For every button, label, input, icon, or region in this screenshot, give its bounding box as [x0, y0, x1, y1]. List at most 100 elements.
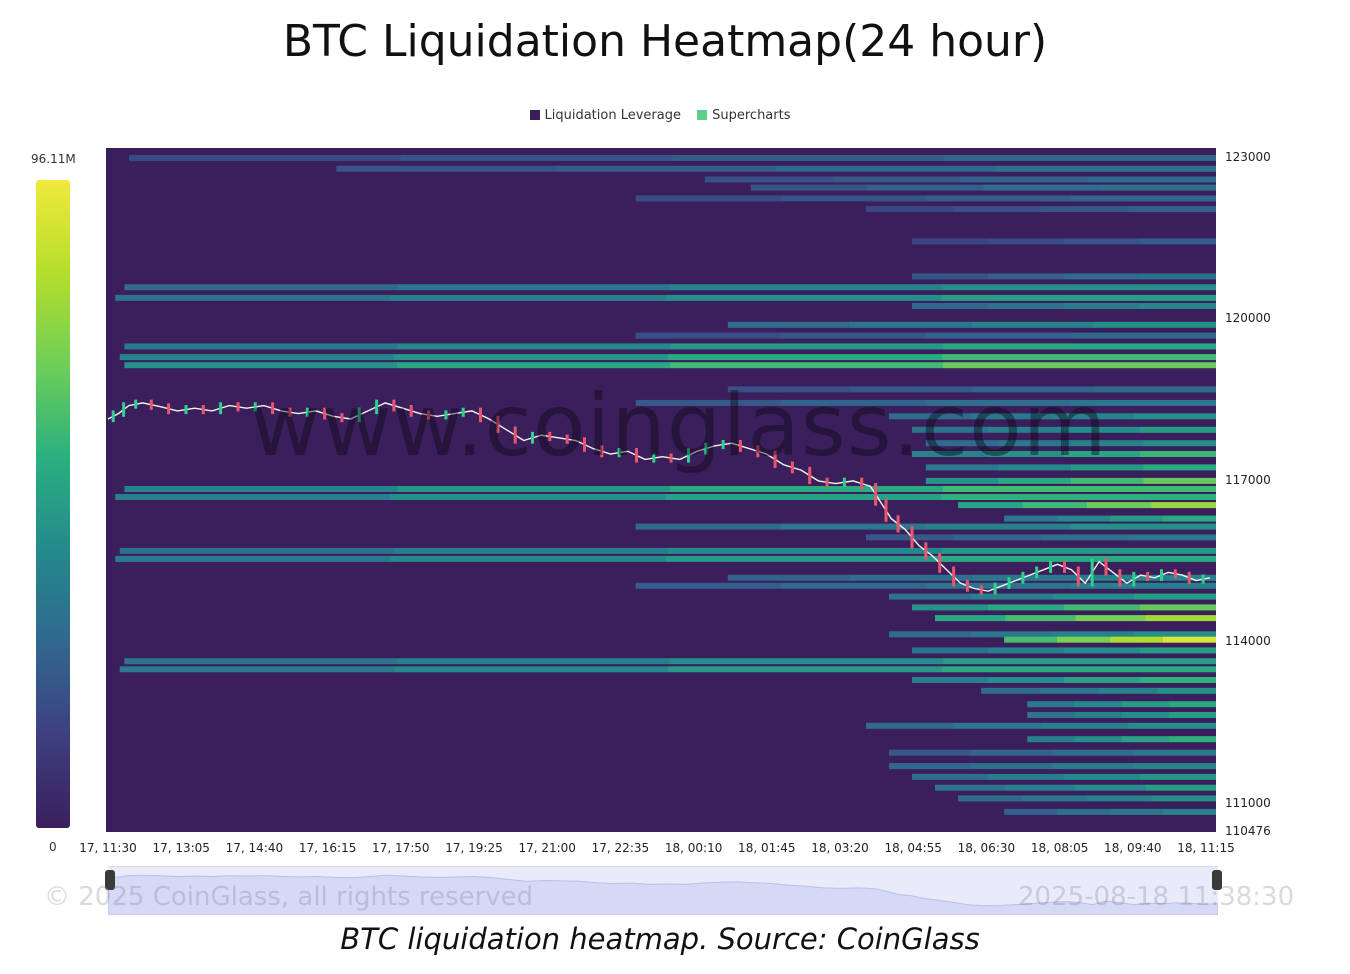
liquidation-band[interactable]	[119, 547, 1216, 554]
band-segment	[1022, 795, 1088, 802]
liquidation-band[interactable]	[635, 523, 1216, 530]
liquidation-band[interactable]	[866, 722, 1216, 729]
band-segment	[1128, 534, 1216, 541]
band-segment	[958, 502, 1024, 509]
price-candle	[427, 410, 431, 420]
x-tick-label: 18, 04:55	[884, 841, 942, 855]
liquidation-band[interactable]	[336, 165, 1216, 172]
liquidation-band[interactable]	[889, 631, 1216, 638]
liquidation-band[interactable]	[119, 666, 1216, 673]
band-segment	[912, 238, 989, 245]
liquidation-band[interactable]	[889, 413, 1216, 420]
liquidation-band[interactable]	[727, 321, 1216, 328]
heatmap-plot[interactable]	[106, 148, 1216, 832]
price-candle	[461, 407, 465, 417]
liquidation-band[interactable]	[1004, 808, 1216, 815]
liquidation-band[interactable]	[925, 464, 1216, 471]
liquidation-band[interactable]	[635, 582, 1216, 589]
liquidation-band[interactable]	[635, 195, 1216, 202]
band-segment	[1163, 808, 1216, 815]
band-segment	[780, 195, 927, 202]
liquidation-band[interactable]	[1027, 701, 1216, 708]
range-handle-left[interactable]	[105, 870, 115, 890]
price-candle	[884, 499, 888, 522]
liquidation-band[interactable]	[129, 155, 1216, 161]
liquidation-band[interactable]	[124, 658, 1216, 665]
liquidation-band[interactable]	[866, 534, 1216, 541]
range-navigator[interactable]	[108, 866, 1218, 915]
liquidation-band[interactable]	[912, 773, 1216, 780]
legend-item-liquidation-leverage[interactable]: Liquidation Leverage	[529, 108, 681, 123]
colorbar[interactable]	[36, 180, 70, 828]
liquidation-band[interactable]	[912, 238, 1216, 245]
band-segment	[1064, 273, 1141, 280]
liquidation-band[interactable]	[727, 386, 1216, 393]
range-handle-right[interactable]	[1212, 870, 1222, 890]
band-segment	[665, 555, 942, 562]
legend-item-supercharts[interactable]: Supercharts	[697, 108, 791, 123]
liquidation-band[interactable]	[912, 451, 1216, 457]
band-segment	[670, 658, 944, 665]
liquidation-band[interactable]	[124, 362, 1216, 369]
band-segment	[953, 206, 1042, 213]
figure-caption: BTC liquidation heatmap. Source: CoinGla…	[340, 922, 980, 956]
band-segment	[556, 165, 777, 172]
band-segment	[1074, 712, 1123, 718]
band-segment	[998, 477, 1072, 484]
band-segment	[832, 176, 961, 183]
liquidation-band[interactable]	[935, 784, 1216, 791]
liquidation-band[interactable]	[1027, 712, 1216, 718]
liquidation-band[interactable]	[958, 795, 1216, 802]
liquidation-band[interactable]	[935, 615, 1216, 622]
band-segment	[988, 604, 1065, 611]
liquidation-band[interactable]	[124, 486, 1216, 492]
liquidation-band[interactable]	[119, 354, 1216, 361]
band-segment	[998, 440, 1072, 447]
liquidation-band[interactable]	[115, 555, 1216, 562]
band-segment	[727, 386, 851, 393]
liquidation-band[interactable]	[925, 440, 1216, 447]
liquidation-band[interactable]	[704, 176, 1216, 183]
band-segment	[1168, 701, 1216, 708]
band-segment	[1074, 701, 1123, 708]
band-segment	[1093, 386, 1216, 393]
liquidation-band[interactable]	[889, 593, 1216, 600]
liquidation-band[interactable]	[750, 184, 1216, 191]
liquidation-band[interactable]	[1004, 515, 1216, 522]
liquidation-band[interactable]	[115, 294, 1216, 301]
liquidation-band[interactable]	[124, 284, 1216, 291]
liquidation-band[interactable]	[635, 399, 1216, 406]
liquidation-band[interactable]	[889, 763, 1216, 770]
liquidation-band[interactable]	[635, 332, 1216, 339]
liquidation-band[interactable]	[912, 604, 1216, 611]
band-segment	[912, 303, 989, 309]
liquidation-band[interactable]	[925, 477, 1216, 484]
liquidation-band[interactable]	[912, 677, 1216, 683]
price-candle	[1187, 571, 1191, 584]
band-segment	[1070, 477, 1144, 484]
liquidation-band[interactable]	[866, 206, 1216, 213]
liquidation-band[interactable]	[1027, 736, 1216, 743]
x-tick-label: 17, 21:00	[518, 841, 576, 855]
band-segment	[1041, 534, 1129, 541]
liquidation-band[interactable]	[912, 303, 1216, 309]
price-candle	[167, 403, 171, 415]
liquidation-band[interactable]	[1004, 636, 1216, 643]
band-segment	[1134, 631, 1216, 638]
band-segment	[1140, 303, 1216, 309]
liquidation-band[interactable]	[981, 687, 1216, 694]
liquidation-band[interactable]	[124, 343, 1216, 350]
liquidation-band[interactable]	[912, 647, 1216, 654]
liquidation-band[interactable]	[958, 502, 1216, 509]
timestamp-watermark: 2025-08-18 11:38:30	[1018, 882, 1295, 912]
y-tick-label: 120000	[1225, 311, 1271, 326]
band-segment	[988, 273, 1065, 280]
colorbar-max-label: 96.11M	[31, 152, 76, 166]
liquidation-band[interactable]	[912, 426, 1216, 433]
band-segment	[1070, 332, 1216, 339]
liquidation-band[interactable]	[889, 749, 1216, 756]
liquidation-band[interactable]	[115, 494, 1216, 500]
band-segment	[1041, 722, 1129, 729]
liquidation-band[interactable]	[912, 273, 1216, 280]
band-segment	[1128, 206, 1216, 213]
